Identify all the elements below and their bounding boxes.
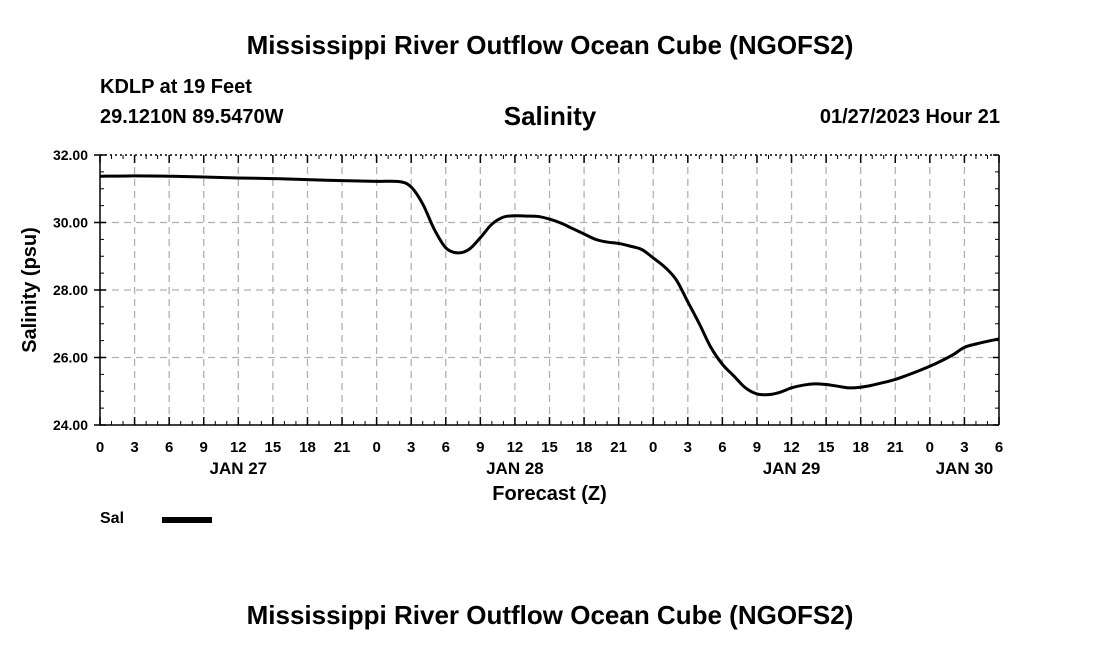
x-tick-label: 0 [372,439,380,456]
x-tick-label: 0 [649,439,657,456]
x-date-label: JAN 30 [936,459,994,478]
x-tick-label: 12 [783,439,800,456]
x-tick-label: 9 [753,439,761,456]
x-tick-label: 6 [165,439,173,456]
legend-line-swatch [162,517,212,523]
x-date-label: JAN 27 [209,459,267,478]
x-tick-label: 3 [684,439,692,456]
salinity-chart: 0 3 6 9 12 15 18 21 0 3 6 9 12 15 18 21 0 3 6 9 12 15 18 21 0 3 6 2… [19,147,1003,505]
x-axis-title: Forecast (Z) [492,483,606,505]
x-tick-label: 6 [718,439,726,456]
x-tick-label: 9 [200,439,208,456]
x-tick-label: 12 [507,439,524,456]
x-tick-label: 21 [887,439,904,456]
x-date-label: JAN 29 [763,459,821,478]
timestamp-label: 01/27/2023 Hour 21 [819,106,1000,128]
station-label: KDLP at 19 Feet [100,76,252,98]
x-tick-label: 18 [852,439,869,456]
station-coordinates: 29.1210N 89.5470W [100,106,284,128]
x-tick-label: 12 [230,439,247,456]
x-tick-label: 3 [130,439,138,456]
y-tick-label: 26.00 [53,350,88,366]
legend-label: Sal [100,510,125,527]
x-tick-label: 18 [299,439,316,456]
y-tick-label: 24.00 [53,417,88,433]
x-tick-label: 15 [541,439,558,456]
y-tick-label: 30.00 [53,215,88,231]
main-title: Mississippi River Outflow Ocean Cube (NG… [246,30,854,60]
x-tick-label: 21 [610,439,627,456]
chart-title: Salinity [503,101,597,131]
footer-title: Mississippi River Outflow Ocean Cube (NG… [246,600,854,630]
x-tick-label: 0 [96,439,104,456]
x-tick-label: 15 [818,439,835,456]
y-axis-title: Salinity (psu) [19,227,41,353]
x-date-label: JAN 28 [486,459,544,478]
x-tick-label: 9 [476,439,484,456]
x-tick-label: 0 [926,439,934,456]
x-tick-label: 18 [576,439,593,456]
y-tick-label: 32.00 [53,147,88,163]
x-tick-label: 6 [442,439,450,456]
x-tick-label: 6 [995,439,1003,456]
x-tick-label: 3 [407,439,415,456]
x-tick-label: 15 [265,439,282,456]
x-tick-label: 21 [334,439,351,456]
y-tick-label: 28.00 [53,282,88,298]
series-line-salinity [100,174,999,397]
x-tick-label: 3 [960,439,968,456]
